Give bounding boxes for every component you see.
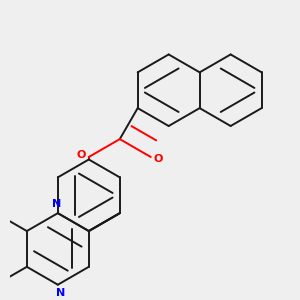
Text: N: N [52,200,61,209]
Text: N: N [56,288,65,298]
Text: O: O [76,150,86,161]
Text: O: O [154,154,163,164]
